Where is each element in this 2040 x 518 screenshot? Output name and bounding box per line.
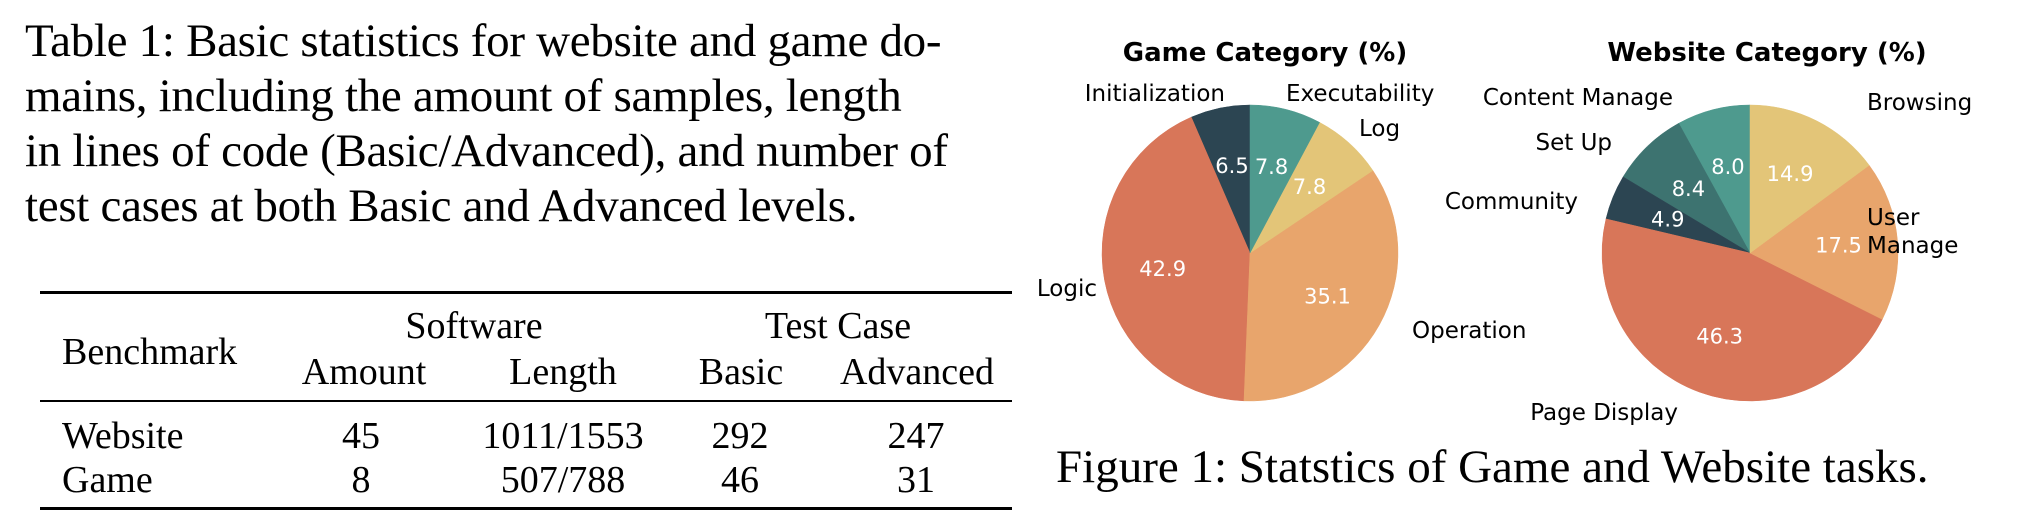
website-label-user-manage-line1: User bbox=[1867, 205, 1920, 231]
game-slice-logic bbox=[1101, 116, 1251, 402]
table-caption: Table 1: Basic statistics for website an… bbox=[25, 14, 1035, 234]
header-group-software: Software bbox=[405, 305, 543, 347]
header-benchmark: Benchmark bbox=[62, 331, 238, 373]
header-length: Length bbox=[509, 351, 617, 393]
game-pct-initialization: 6.5 bbox=[1215, 154, 1248, 178]
cell-length: 1011/1553 bbox=[482, 415, 644, 457]
table-mid-rule bbox=[40, 400, 1012, 402]
cell-amount: 45 bbox=[342, 415, 380, 457]
figure-caption: Figure 1: Statstics of Game and Website … bbox=[1056, 441, 1929, 493]
header-basic: Basic bbox=[698, 351, 784, 393]
table-caption-line: mains, including the amount of samples, … bbox=[25, 70, 902, 122]
website-category-pie: 8.08.4 4.9 46.3 17.5 14.9 bbox=[1601, 104, 1899, 402]
website-pct-set-up: 8.4 bbox=[1672, 177, 1705, 201]
website-chart-title: Website Category (%) bbox=[1607, 38, 1926, 68]
game-chart-title: Game Category (%) bbox=[1123, 38, 1407, 68]
header-amount: Amount bbox=[301, 351, 427, 393]
website-label-page-display: Page Display bbox=[1530, 400, 1678, 426]
game-slice-operation bbox=[1243, 170, 1399, 402]
table-bottom-rule bbox=[40, 507, 1012, 510]
game-category-pie: 6.5 42.9 35.1 7.87.8 bbox=[1101, 104, 1399, 402]
game-label-initialization: Initialization bbox=[1085, 81, 1225, 107]
table-caption-line: Table 1: Basic statistics for website an… bbox=[25, 15, 942, 67]
game-pct-logic: 42.9 bbox=[1139, 257, 1186, 281]
header-group-test-case: Test Case bbox=[764, 305, 912, 347]
website-label-community: Community bbox=[1445, 189, 1578, 215]
cell-basic: 292 bbox=[711, 415, 769, 457]
website-pct-content-manage: 8.0 bbox=[1711, 155, 1744, 179]
cell-benchmark: Website bbox=[62, 415, 184, 457]
cell-advanced: 31 bbox=[897, 459, 935, 501]
website-pct-page-display: 46.3 bbox=[1696, 324, 1743, 348]
header-advanced: Advanced bbox=[839, 351, 995, 393]
website-pct-user-manage: 17.5 bbox=[1815, 233, 1862, 257]
game-label-log: Log bbox=[1359, 116, 1400, 142]
website-slice-user-manage bbox=[1749, 164, 1899, 320]
website-pct-browsing: 14.9 bbox=[1767, 162, 1814, 186]
cell-advanced: 247 bbox=[887, 415, 945, 457]
game-slice-executability bbox=[1249, 104, 1320, 254]
game-label-operation: Operation bbox=[1412, 318, 1526, 344]
website-label-user-manage-line2: Manage bbox=[1867, 233, 1958, 259]
table-caption-line: test cases at both Basic and Advanced le… bbox=[25, 180, 858, 232]
website-slice-browsing bbox=[1749, 104, 1870, 254]
website-label-set-up: Set Up bbox=[1535, 130, 1612, 156]
cell-length: 507/788 bbox=[500, 459, 626, 501]
cell-amount: 8 bbox=[351, 459, 371, 501]
cell-benchmark: Game bbox=[62, 459, 153, 501]
game-pct-log: 7.8 bbox=[1293, 175, 1326, 199]
table-caption-line: in lines of code (Basic/Advanced), and n… bbox=[25, 125, 948, 177]
game-pct-executability: 7.8 bbox=[1255, 155, 1288, 179]
website-slice-page-display bbox=[1601, 218, 1883, 402]
game-label-logic: Logic bbox=[1037, 276, 1097, 302]
game-label-executability: Executability bbox=[1286, 81, 1434, 107]
website-label-user-manage: User Manage bbox=[1867, 205, 1958, 259]
website-pct-community: 4.9 bbox=[1651, 208, 1684, 232]
website-label-browsing: Browsing bbox=[1867, 90, 1972, 116]
cell-basic: 46 bbox=[721, 459, 759, 501]
game-pct-operation: 35.1 bbox=[1304, 284, 1351, 308]
table-top-rule bbox=[40, 291, 1012, 294]
website-label-content-manage: Content Manage bbox=[1483, 85, 1673, 111]
